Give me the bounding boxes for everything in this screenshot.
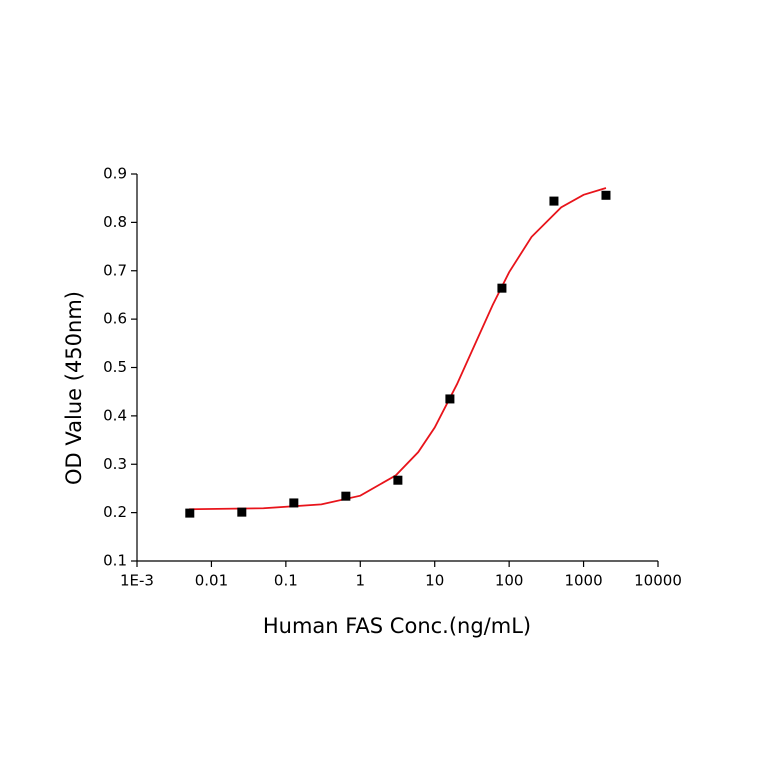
data-point	[497, 283, 507, 293]
data-point	[185, 508, 195, 518]
data-point	[601, 190, 611, 200]
x-tick-label: 10	[425, 572, 444, 590]
y-tick-label: 0.6	[103, 310, 127, 328]
data-point	[445, 394, 455, 404]
y-tick-label: 0.8	[103, 213, 127, 231]
y-tick-label: 0.7	[103, 261, 127, 279]
data-point	[341, 491, 351, 501]
x-tick-label: 0.1	[274, 572, 298, 590]
x-tick-label: 1E-3	[120, 572, 154, 590]
x-tick-label: 100	[495, 572, 524, 590]
y-tick-label: 0.5	[103, 358, 127, 376]
data-point	[237, 507, 247, 517]
data-point	[289, 498, 299, 508]
y-tick-label: 0.9	[103, 165, 127, 183]
y-tick-label: 0.1	[103, 552, 127, 570]
x-tick-label: 1	[356, 572, 366, 590]
y-tick-label: 0.3	[103, 455, 127, 473]
y-tick-label: 0.4	[103, 406, 127, 424]
fit-curve	[189, 187, 607, 511]
x-axis-label: Human FAS Conc.(ng/mL)	[263, 614, 531, 638]
data-point	[393, 475, 403, 485]
y-axis-label: OD Value (450nm)	[62, 291, 86, 485]
y-tick-label: 0.2	[103, 503, 127, 521]
x-tick-label: 0.01	[195, 572, 228, 590]
x-tick-label: 1000	[564, 572, 602, 590]
data-point	[549, 196, 559, 206]
x-tick-label: 10000	[634, 572, 682, 590]
